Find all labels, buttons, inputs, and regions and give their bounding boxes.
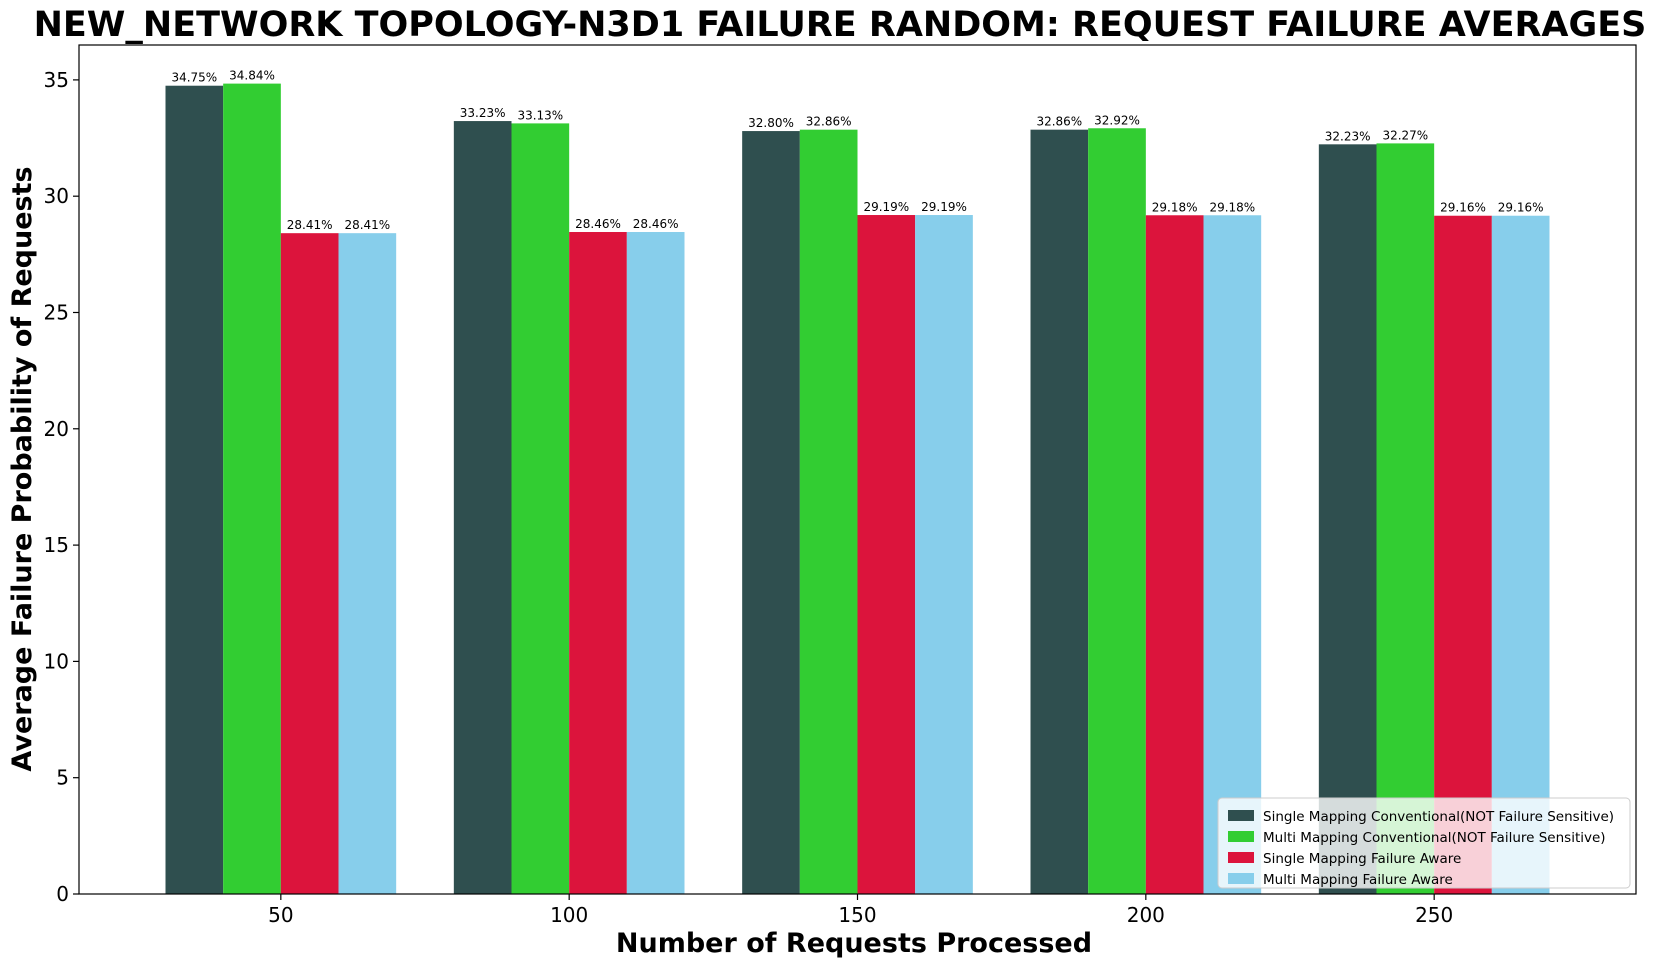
bar bbox=[569, 232, 627, 894]
data-label: 34.84% bbox=[229, 69, 275, 83]
legend: Single Mapping Conventional(NOT Failure … bbox=[1217, 797, 1631, 889]
bar bbox=[338, 233, 397, 894]
data-label: 32.80% bbox=[748, 116, 794, 130]
bar bbox=[626, 232, 685, 894]
bar bbox=[1030, 129, 1089, 895]
bar bbox=[1491, 215, 1550, 895]
bar bbox=[857, 215, 916, 894]
data-label: 29.19% bbox=[863, 200, 909, 214]
legend-swatch bbox=[1228, 852, 1254, 863]
x-tick-label: 200 bbox=[1127, 903, 1165, 927]
y-tick-label: 25 bbox=[44, 300, 69, 324]
bar bbox=[1376, 143, 1435, 894]
y-tick-label: 10 bbox=[44, 649, 69, 673]
y-tick-label: 15 bbox=[44, 533, 69, 557]
bar bbox=[453, 121, 512, 894]
bar bbox=[1145, 215, 1204, 894]
x-tick-label: 50 bbox=[268, 903, 293, 927]
chart-title: NEW_NETWORK TOPOLOGY-N3D1 FAILURE RANDOM… bbox=[34, 5, 1647, 45]
data-label: 32.92% bbox=[1094, 113, 1140, 127]
legend-swatch bbox=[1228, 810, 1254, 821]
legend-entry: Multi Mapping Conventional(NOT Failure S… bbox=[1263, 830, 1606, 846]
x-tick-label: 150 bbox=[838, 903, 876, 927]
data-label: 29.16% bbox=[1498, 201, 1544, 215]
bar bbox=[511, 123, 570, 894]
y-axis-label: Average Failure Probability of Requests bbox=[7, 166, 38, 771]
data-label: 28.41% bbox=[344, 218, 390, 232]
data-label: 34.75% bbox=[171, 71, 217, 85]
legend-entry: Multi Mapping Failure Aware bbox=[1263, 872, 1453, 888]
legend-entry: Single Mapping Conventional(NOT Failure … bbox=[1263, 809, 1614, 825]
x-axis-label: Number of Requests Processed bbox=[616, 928, 1092, 959]
legend-swatch bbox=[1228, 831, 1254, 842]
y-tick-label: 0 bbox=[56, 882, 69, 906]
data-label: 29.18% bbox=[1209, 200, 1255, 214]
bar bbox=[915, 215, 973, 894]
bar bbox=[799, 129, 858, 895]
bar bbox=[280, 233, 339, 894]
data-label: 28.46% bbox=[575, 217, 621, 231]
legend-swatch bbox=[1228, 873, 1254, 884]
y-tick-label: 5 bbox=[56, 766, 69, 790]
bar bbox=[1434, 215, 1492, 895]
bar bbox=[165, 85, 224, 894]
data-label: 32.86% bbox=[806, 115, 852, 129]
y-tick-label: 30 bbox=[44, 184, 69, 208]
data-label: 33.23% bbox=[460, 106, 506, 120]
bar bbox=[223, 83, 281, 895]
data-label: 29.18% bbox=[1152, 200, 1198, 214]
data-label: 32.86% bbox=[1036, 115, 1082, 129]
bar bbox=[1318, 144, 1377, 894]
bar bbox=[742, 131, 800, 894]
x-tick-label: 100 bbox=[550, 903, 588, 927]
data-label: 28.46% bbox=[633, 217, 679, 231]
data-label: 33.13% bbox=[517, 108, 563, 122]
plot-area: 34.75% 33.23% 32.80% 32.86% 32.23% 34.84% 33.1… bbox=[44, 44, 1637, 927]
bar bbox=[1088, 128, 1146, 894]
legend-entry: Single Mapping Failure Aware bbox=[1263, 851, 1461, 867]
bar bbox=[1203, 215, 1262, 894]
y-tick-label: 35 bbox=[44, 68, 69, 92]
x-tick-label: 250 bbox=[1415, 903, 1453, 927]
data-label: 29.16% bbox=[1440, 201, 1486, 215]
data-label: 28.41% bbox=[287, 218, 333, 232]
data-label: 29.19% bbox=[921, 200, 967, 214]
data-label: 32.23% bbox=[1325, 129, 1371, 143]
data-label: 32.27% bbox=[1382, 128, 1428, 142]
y-tick-label: 20 bbox=[44, 417, 69, 441]
legend-box bbox=[1217, 797, 1631, 889]
